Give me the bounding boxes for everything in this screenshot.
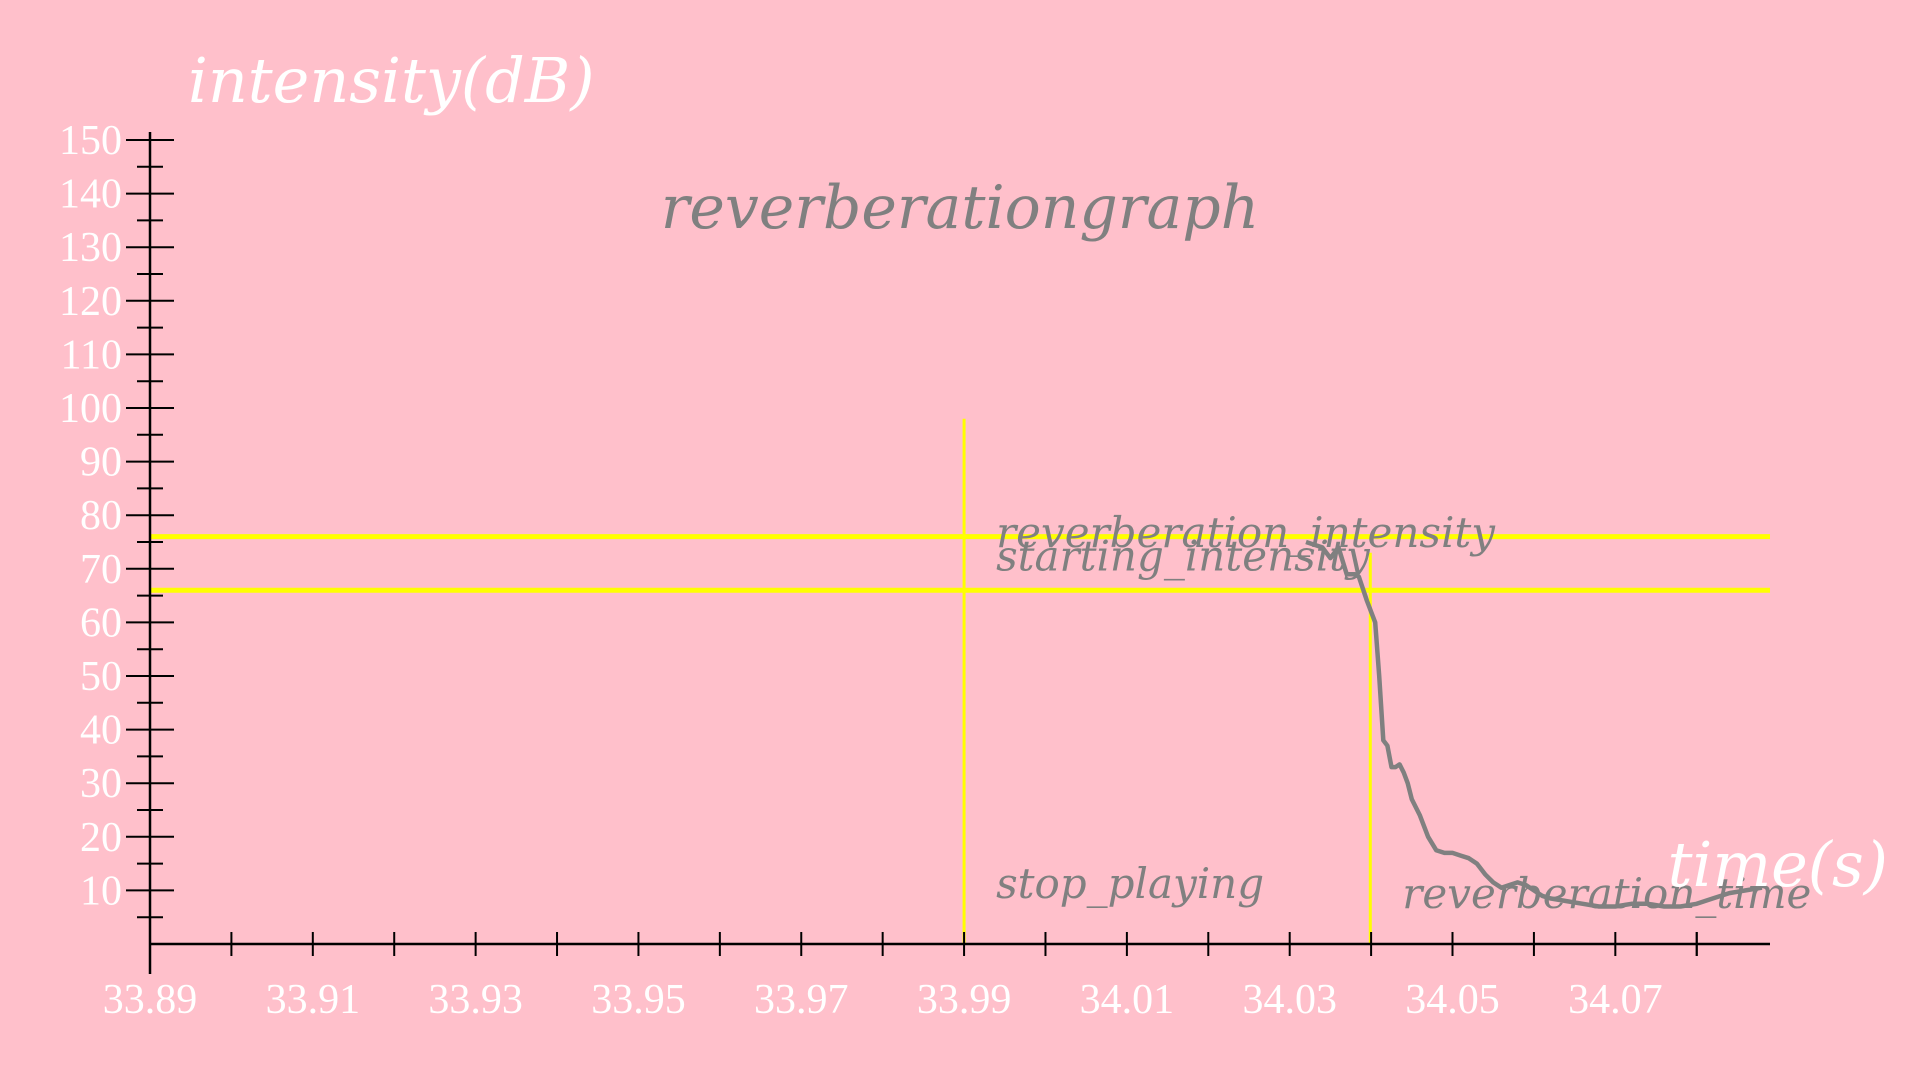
annotation-reverberation-intensity: reverberation_intensity — [996, 508, 1496, 557]
y-tick-label: 50 — [80, 654, 122, 700]
y-tick-label: 130 — [59, 225, 122, 271]
x-tick-label: 34.05 — [1405, 977, 1500, 1023]
x-tick-label: 33.91 — [266, 977, 361, 1023]
x-tick-label: 33.89 — [103, 977, 198, 1023]
x-tick-label: 33.99 — [917, 977, 1012, 1023]
annotation-stop-playing: stop_playing — [996, 859, 1264, 908]
y-tick-label: 100 — [59, 386, 122, 432]
axes — [148, 132, 1770, 974]
y-tick-label: 70 — [80, 547, 122, 593]
y-tick-label: 140 — [59, 172, 122, 218]
y-tick-label: 150 — [59, 118, 122, 164]
annotation-starting-intensity: starting_intensity — [996, 532, 1371, 581]
y-tick-label: 40 — [80, 708, 122, 754]
intensity-line — [1305, 539, 1763, 909]
x-tick-label: 34.03 — [1242, 977, 1337, 1023]
y-tick-label: 10 — [80, 868, 122, 914]
x-tick-label: 33.95 — [591, 977, 686, 1023]
y-tick-label: 120 — [59, 279, 122, 325]
x-tick-label: 33.93 — [428, 977, 523, 1023]
x-tick-label: 34.01 — [1080, 977, 1175, 1023]
y-tick-label: 60 — [80, 600, 122, 646]
y-axis-label: intensity(dB) — [188, 44, 595, 117]
chart-title: reverberationgraph — [661, 173, 1260, 243]
y-tick-label: 110 — [61, 332, 122, 378]
reference-line-labels: starting_intensityreverberation_intensit… — [996, 508, 1811, 918]
x-axis-label: time(s) — [1668, 828, 1888, 901]
y-tick-label: 30 — [80, 761, 122, 807]
series-layer — [1305, 539, 1763, 909]
x-axis-ticks: 33.89 33.91 33.93 33.95 33.97 33.99 34.01 34.03… — [103, 932, 1698, 1023]
y-tick-label: 80 — [80, 493, 122, 539]
y-tick-label: 90 — [80, 440, 122, 486]
x-tick-label: 34.07 — [1568, 977, 1663, 1023]
x-tick-label: 33.97 — [754, 977, 849, 1023]
reference-lines — [150, 418, 1770, 944]
y-tick-label: 20 — [80, 815, 122, 861]
annotation-reverberation-time: reverberation_time — [1402, 869, 1811, 918]
y-axis-ticks: 10 20 30 40 50 60 70 80 90 100 110 120 130 140 150 — [59, 118, 174, 919]
